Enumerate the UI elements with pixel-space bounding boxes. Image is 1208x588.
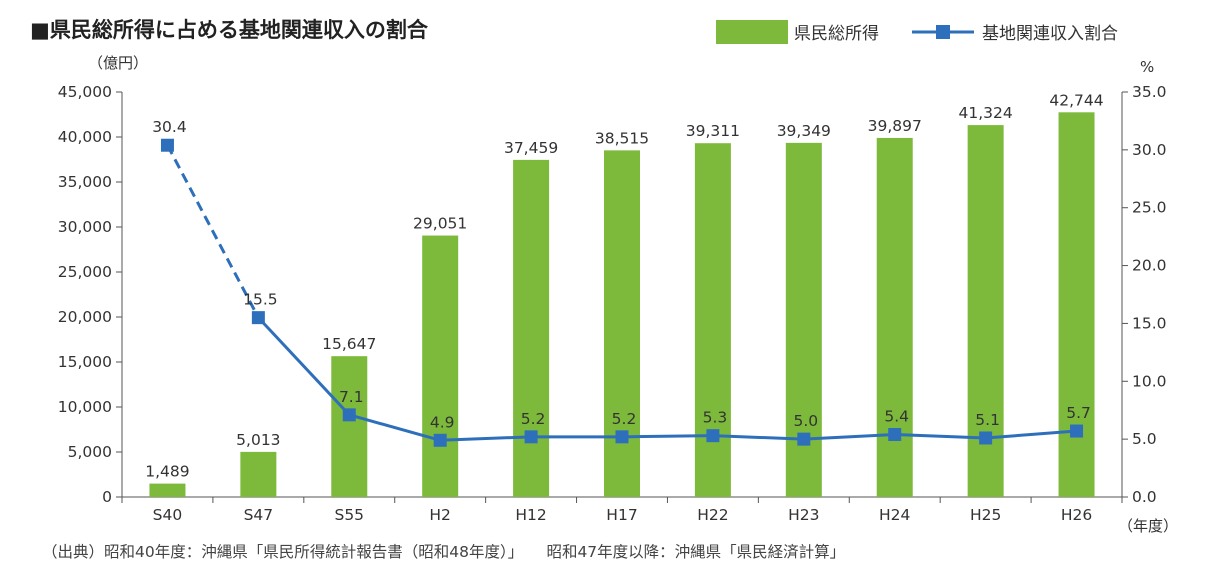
x-tick-label: S40 bbox=[153, 506, 183, 524]
right-tick-label: 0.0 bbox=[1132, 488, 1157, 506]
left-tick-label: 30,000 bbox=[58, 218, 112, 236]
right-tick-label: 25.0 bbox=[1132, 199, 1167, 217]
income-bar-label: 1,489 bbox=[145, 463, 189, 481]
ratio-label: 5.0 bbox=[793, 412, 818, 430]
income-bar bbox=[694, 143, 731, 498]
x-tick-label: H26 bbox=[1061, 506, 1092, 524]
income-bar-label: 37,459 bbox=[504, 139, 558, 157]
income-bar bbox=[604, 150, 640, 498]
income-bar-label: 38,515 bbox=[595, 129, 649, 147]
ratio-marker bbox=[1070, 424, 1084, 438]
x-tick-label: H24 bbox=[879, 506, 910, 524]
x-tick-label: H17 bbox=[606, 506, 637, 524]
legend-line-label: 基地関連収入割合 bbox=[982, 24, 1118, 44]
left-tick-label: 5,000 bbox=[68, 443, 112, 461]
ratio-marker bbox=[524, 430, 538, 444]
ratio-marker bbox=[342, 408, 356, 422]
ratio-line-segment bbox=[257, 316, 351, 416]
left-tick-label: 45,000 bbox=[58, 83, 112, 101]
ratio-marker bbox=[251, 311, 265, 325]
ratio-marker bbox=[160, 138, 174, 152]
right-tick-label: 30.0 bbox=[1132, 141, 1167, 159]
x-tick-label: H25 bbox=[970, 506, 1001, 524]
income-bar-label: 29,051 bbox=[413, 215, 467, 233]
right-tick-label: 15.0 bbox=[1132, 314, 1167, 332]
ratio-marker bbox=[433, 433, 447, 447]
x-tick-label: S55 bbox=[334, 506, 364, 524]
income-bar-label: 39,897 bbox=[868, 117, 922, 135]
left-tick-label: 10,000 bbox=[58, 398, 112, 416]
ratio-marker bbox=[706, 429, 720, 443]
ratio-line-segment bbox=[894, 433, 986, 440]
source-note: （出典）昭和40年度：沖縄県「県民所得統計報告書（昭和48年度）」 昭和47年度… bbox=[42, 543, 846, 561]
income-bar-label: 39,311 bbox=[686, 122, 740, 140]
income-bar bbox=[240, 451, 277, 497]
x-tick-label: H2 bbox=[429, 506, 451, 524]
ratio-label: 15.5 bbox=[243, 291, 278, 309]
left-tick-label: 35,000 bbox=[58, 173, 112, 191]
legend-bar-label: 県民総所得 bbox=[794, 24, 879, 44]
x-tick-label: H23 bbox=[788, 506, 819, 524]
ratio-marker bbox=[797, 432, 811, 446]
ratio-label: 5.4 bbox=[884, 408, 909, 426]
left-tick-label: 15,000 bbox=[58, 353, 112, 371]
income-bar-label: 41,324 bbox=[959, 104, 1013, 122]
ratio-label: 5.2 bbox=[612, 410, 637, 428]
income-bar-label: 39,349 bbox=[777, 122, 831, 140]
income-bar bbox=[513, 159, 550, 497]
income-bar bbox=[331, 356, 368, 497]
income-bar bbox=[149, 483, 186, 497]
ratio-label: 5.3 bbox=[703, 409, 728, 427]
right-tick-label: 10.0 bbox=[1132, 372, 1167, 390]
income-bar-label: 42,744 bbox=[1049, 91, 1103, 109]
x-tick-label: S47 bbox=[244, 506, 274, 524]
ratio-label: 4.9 bbox=[430, 413, 455, 431]
x-axis-unit: （年度） bbox=[1118, 517, 1178, 535]
left-axis-unit: （億円） bbox=[88, 54, 148, 72]
ratio-label: 5.1 bbox=[975, 411, 1000, 429]
ratio-line-segment bbox=[621, 434, 713, 439]
legend-line-marker bbox=[936, 25, 950, 39]
ratio-line-segment bbox=[803, 433, 895, 441]
ratio-label: 7.1 bbox=[339, 388, 364, 406]
x-tick-label: H12 bbox=[515, 506, 546, 524]
right-axis-unit: % bbox=[1140, 58, 1154, 76]
right-tick-label: 20.0 bbox=[1132, 257, 1167, 275]
right-tick-label: 5.0 bbox=[1132, 430, 1157, 448]
ratio-line-segment bbox=[166, 144, 260, 319]
ratio-line-segment bbox=[440, 435, 532, 442]
ratio-marker bbox=[888, 428, 902, 442]
ratio-label: 5.7 bbox=[1066, 404, 1091, 422]
income-bar-label: 15,647 bbox=[322, 335, 376, 353]
right-tick-label: 35.0 bbox=[1132, 83, 1167, 101]
chart-title: ■県民総所得に占める基地関連収入の割合 bbox=[30, 18, 428, 42]
x-tick-label: H22 bbox=[697, 506, 728, 524]
left-tick-label: 25,000 bbox=[58, 263, 112, 281]
ratio-label: 5.2 bbox=[521, 410, 546, 428]
left-tick-label: 0 bbox=[102, 488, 112, 506]
income-bar-label: 5,013 bbox=[236, 431, 280, 449]
ratio-line-segment bbox=[348, 413, 441, 442]
income-bar bbox=[1058, 112, 1095, 497]
ratio-label: 30.4 bbox=[152, 118, 187, 136]
income-bar bbox=[876, 137, 913, 497]
income-bar bbox=[422, 235, 459, 497]
ratio-marker bbox=[979, 431, 993, 445]
left-tick-label: 40,000 bbox=[58, 128, 112, 146]
legend-bar-swatch bbox=[716, 20, 788, 44]
ratio-line-segment bbox=[712, 434, 804, 441]
ratio-line-segment bbox=[985, 429, 1077, 440]
ratio-marker bbox=[615, 430, 629, 444]
left-tick-label: 20,000 bbox=[58, 308, 112, 326]
